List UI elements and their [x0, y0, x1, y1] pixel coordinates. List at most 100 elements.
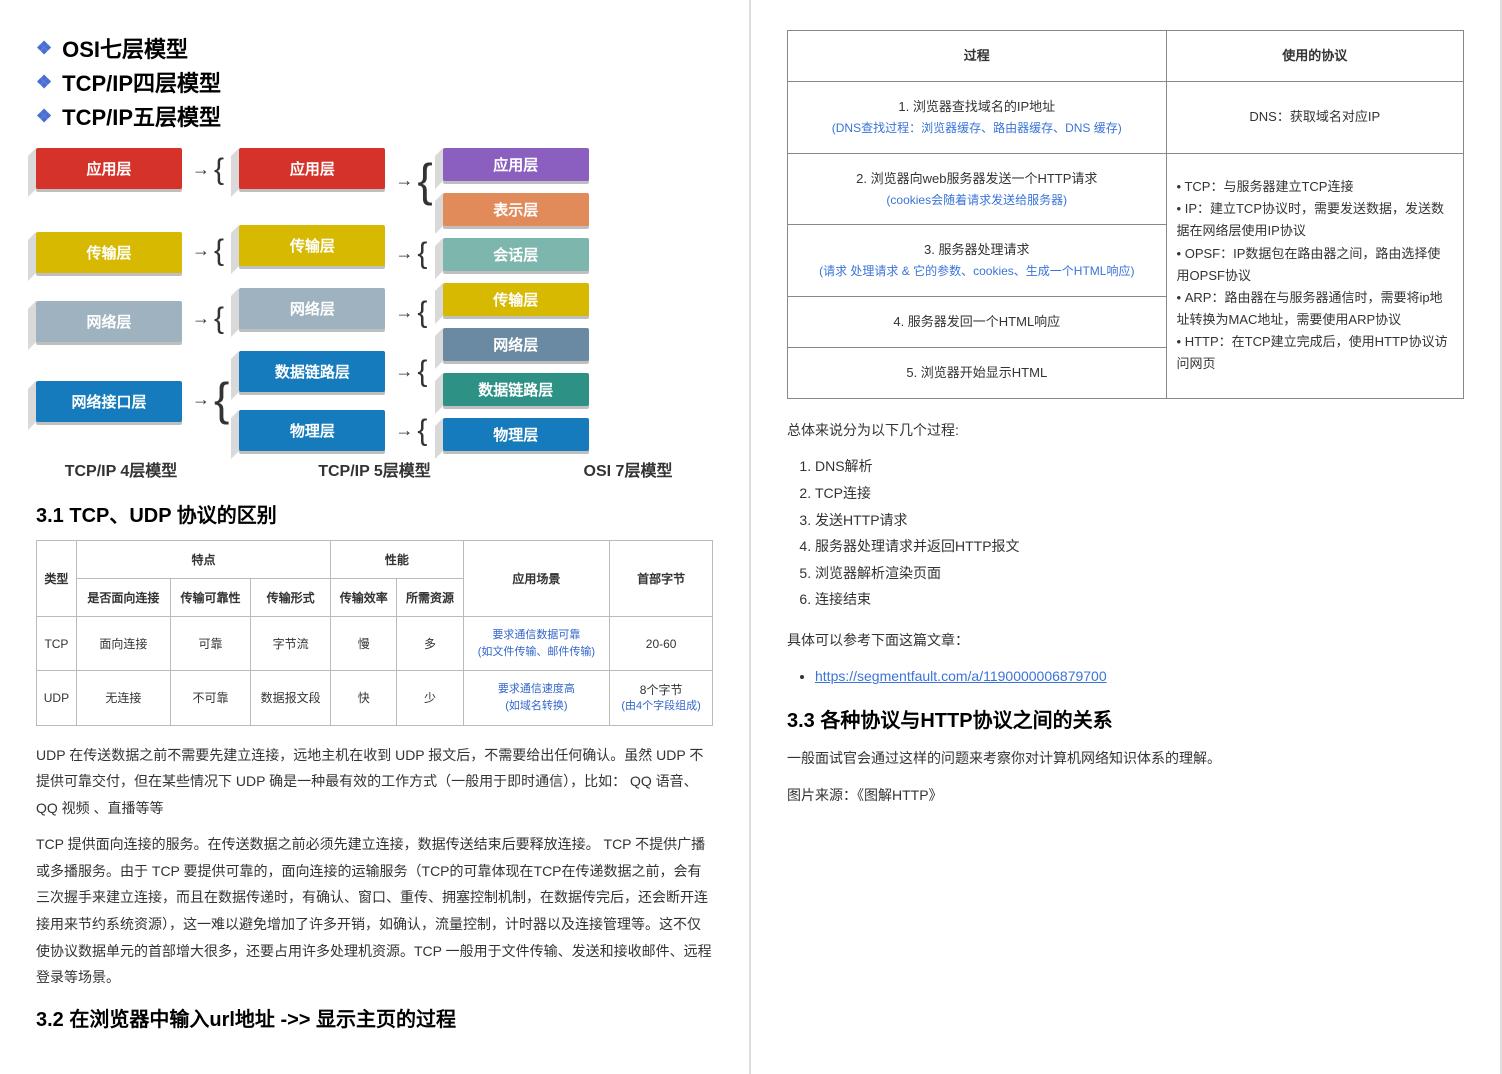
section-33-p2: 图片来源：《图解HTTP》	[787, 782, 1464, 809]
table-row: 1. 浏览器查找域名的IP地址 (DNS查找过程：浏览器缓存、路由器缓存、DNS…	[788, 82, 1464, 153]
table-row: UDP 无连接 不可靠 数据报文段 快 少 要求通信速度高 (如域名转换) 8个字…	[37, 671, 713, 726]
th-feat: 特点	[76, 541, 330, 579]
tcp-udp-table: 类型 特点 性能 应用场景 首部字节 是否面向连接 传输可靠性 传输形式 传输效…	[36, 540, 713, 726]
th-perf: 性能	[331, 541, 463, 579]
step-main: 2. 浏览器向web服务器发送一个HTTP请求	[798, 168, 1156, 190]
para-tcp: TCP 提供面向连接的服务。在传送数据之前必须先建立连接，数据传送结束后要释放连…	[36, 831, 713, 991]
cell: TCP	[37, 617, 77, 671]
layer-box: 数据链路层	[239, 351, 385, 392]
table-row: TCP 面向连接 可靠 字节流 慢 多 要求通信数据可靠(如文件传输、邮件传输)…	[37, 617, 713, 671]
th-sub: 传输可靠性	[170, 579, 250, 617]
section-31-title: 3.1 TCP、UDP 协议的区别	[36, 499, 713, 528]
connector: →{	[395, 233, 432, 275]
cell: 可靠	[170, 617, 250, 671]
label-5layer: TCP/IP 5层模型	[290, 457, 460, 481]
th-sub: 传输效率	[331, 579, 397, 617]
cell: 4. 服务器发回一个HTML响应	[788, 296, 1167, 347]
layer-box: 应用层	[36, 148, 182, 189]
connector: →{	[192, 369, 229, 429]
scene-sub: (如文件传输、邮件传输)	[478, 646, 595, 658]
list-item: 发送HTTP请求	[815, 507, 1464, 534]
cell: 快	[331, 671, 397, 726]
table-row: 2. 浏览器向web服务器发送一个HTTP请求 (cookies会随着请求发送给…	[788, 153, 1464, 224]
connector-col: →{ →{ →{ →{ →{	[395, 148, 432, 451]
col-7layer: 应用层 表示层 会话层 传输层 网络层 数据链路层 物理层	[443, 148, 589, 451]
cell: 数据报文段	[251, 671, 331, 726]
heading-text: TCP/IP四层模型	[62, 66, 221, 98]
layer-box: 应用层	[239, 148, 385, 189]
cell: 8个字节(由4个字段组成)	[610, 671, 713, 726]
list-item: https://segmentfault.com/a/1190000006879…	[815, 663, 1464, 690]
col-5layer: 应用层 传输层 网络层 数据链路层 物理层	[239, 148, 385, 451]
cell: 不可靠	[170, 671, 250, 726]
reference-link[interactable]: https://segmentfault.com/a/1190000006879…	[815, 668, 1107, 684]
cell: 要求通信速度高 (如域名转换)	[463, 671, 610, 726]
steps-list: DNS解析 TCP连接 发送HTTP请求 服务器处理请求并返回HTTP报文 浏览…	[815, 453, 1464, 613]
connector: →{	[192, 297, 229, 339]
diamond-icon: ❖	[36, 72, 52, 93]
heading-tcpip4: ❖ TCP/IP四层模型	[36, 66, 713, 98]
cell: DNS：获取域名对应IP	[1166, 82, 1463, 153]
cell: 少	[397, 671, 463, 726]
protocol-merged-cell: • TCP：与服务器建立TCP连接 • IP：建立TCP协议时，需要发送数据，发…	[1166, 153, 1463, 398]
step-sub: (DNS查找过程：浏览器缓存、路由器缓存、DNS 缓存)	[798, 118, 1156, 138]
cell: 字节流	[251, 617, 331, 671]
cell: 5. 浏览器开始显示HTML	[788, 347, 1167, 398]
diamond-icon: ❖	[36, 38, 52, 59]
list-item: 连接结束	[815, 586, 1464, 613]
connector-col: →{ →{ →{ →{	[192, 148, 229, 451]
th-sub: 所需资源	[397, 579, 463, 617]
th-header: 首部字节	[610, 541, 713, 617]
connector: →{	[395, 292, 432, 334]
connector: →{	[192, 230, 229, 272]
page-right: 过程 使用的协议 1. 浏览器查找域名的IP地址 (DNS查找过程：浏览器缓存、…	[751, 0, 1502, 1074]
scene-text: 要求通信数据可靠	[492, 629, 580, 641]
layer-box: 物理层	[239, 410, 385, 451]
process-table: 过程 使用的协议 1. 浏览器查找域名的IP地址 (DNS查找过程：浏览器缓存、…	[787, 30, 1464, 399]
cell: 1. 浏览器查找域名的IP地址 (DNS查找过程：浏览器缓存、路由器缓存、DNS…	[788, 82, 1167, 153]
step-sub: (cookies会随着请求发送给服务器)	[798, 190, 1156, 210]
cell: 3. 服务器处理请求 (请求 处理请求 & 它的参数、cookies、生成一个H…	[788, 225, 1167, 296]
layer-box: 数据链路层	[443, 373, 589, 406]
cell: 要求通信数据可靠 (如文件传输、邮件传输)	[463, 617, 610, 671]
col-4layer: 应用层 传输层 网络层 网络接口层	[36, 148, 182, 451]
layer-box: 物理层	[443, 418, 589, 451]
layer-box: 网络层	[239, 288, 385, 329]
th-scene: 应用场景	[463, 541, 610, 617]
layer-box: 网络层	[36, 301, 182, 342]
list-item: 浏览器解析渲染页面	[815, 560, 1464, 587]
step-main: 1. 浏览器查找域名的IP地址	[798, 96, 1156, 118]
connector: →{	[192, 148, 229, 190]
cell: 慢	[331, 617, 397, 671]
ref-list: https://segmentfault.com/a/1190000006879…	[815, 663, 1464, 690]
scene-sub: (如域名转换)	[505, 700, 567, 712]
step-sub: (请求 处理请求 & 它的参数、cookies、生成一个HTML响应)	[798, 261, 1156, 281]
scene-text: 要求通信速度高	[498, 683, 575, 695]
list-item: DNS解析	[815, 453, 1464, 480]
ref-text: 具体可以参考下面这篇文章：	[787, 627, 1464, 654]
diamond-icon: ❖	[36, 106, 52, 127]
heading-list: ❖OSI七层模型 ❖ TCP/IP四层模型 ❖ TCP/IP五层模型	[36, 32, 713, 132]
section-32-title: 3.2 在浏览器中输入url地址 ->> 显示主页的过程	[36, 1003, 713, 1032]
heading-text: TCP/IP五层模型	[62, 100, 221, 132]
page-left: ❖OSI七层模型 ❖ TCP/IP四层模型 ❖ TCP/IP五层模型 应用层 传输层…	[0, 0, 751, 1074]
list-item: TCP连接	[815, 480, 1464, 507]
connector: →{	[395, 148, 432, 212]
cell: 无连接	[76, 671, 170, 726]
header-text: 8个字节	[640, 683, 683, 697]
layer-diagram: 应用层 传输层 网络层 网络接口层 →{ →{ →{ →{ 应用层 传输层 网络	[36, 148, 713, 451]
section-33-p1: 一般面试官会通过这样的问题来考察你对计算机网络知识体系的理解。	[787, 745, 1464, 772]
connector: →{	[395, 350, 432, 392]
th-process: 过程	[788, 31, 1167, 82]
layer-box: 网络层	[443, 328, 589, 361]
cell: 面向连接	[76, 617, 170, 671]
th-protocol: 使用的协议	[1166, 31, 1463, 82]
cell: 20-60	[610, 617, 713, 671]
section-33-title: 3.3 各种协议与HTTP协议之间的关系	[787, 704, 1464, 733]
cell: UDP	[37, 671, 77, 726]
th-sub: 传输形式	[251, 579, 331, 617]
th-sub: 是否面向连接	[76, 579, 170, 617]
heading-osi: ❖OSI七层模型	[36, 32, 713, 64]
para-udp: UDP 在传送数据之前不需要先建立连接，远地主机在收到 UDP 报文后，不需要给…	[36, 742, 713, 822]
layer-box: 传输层	[443, 283, 589, 316]
